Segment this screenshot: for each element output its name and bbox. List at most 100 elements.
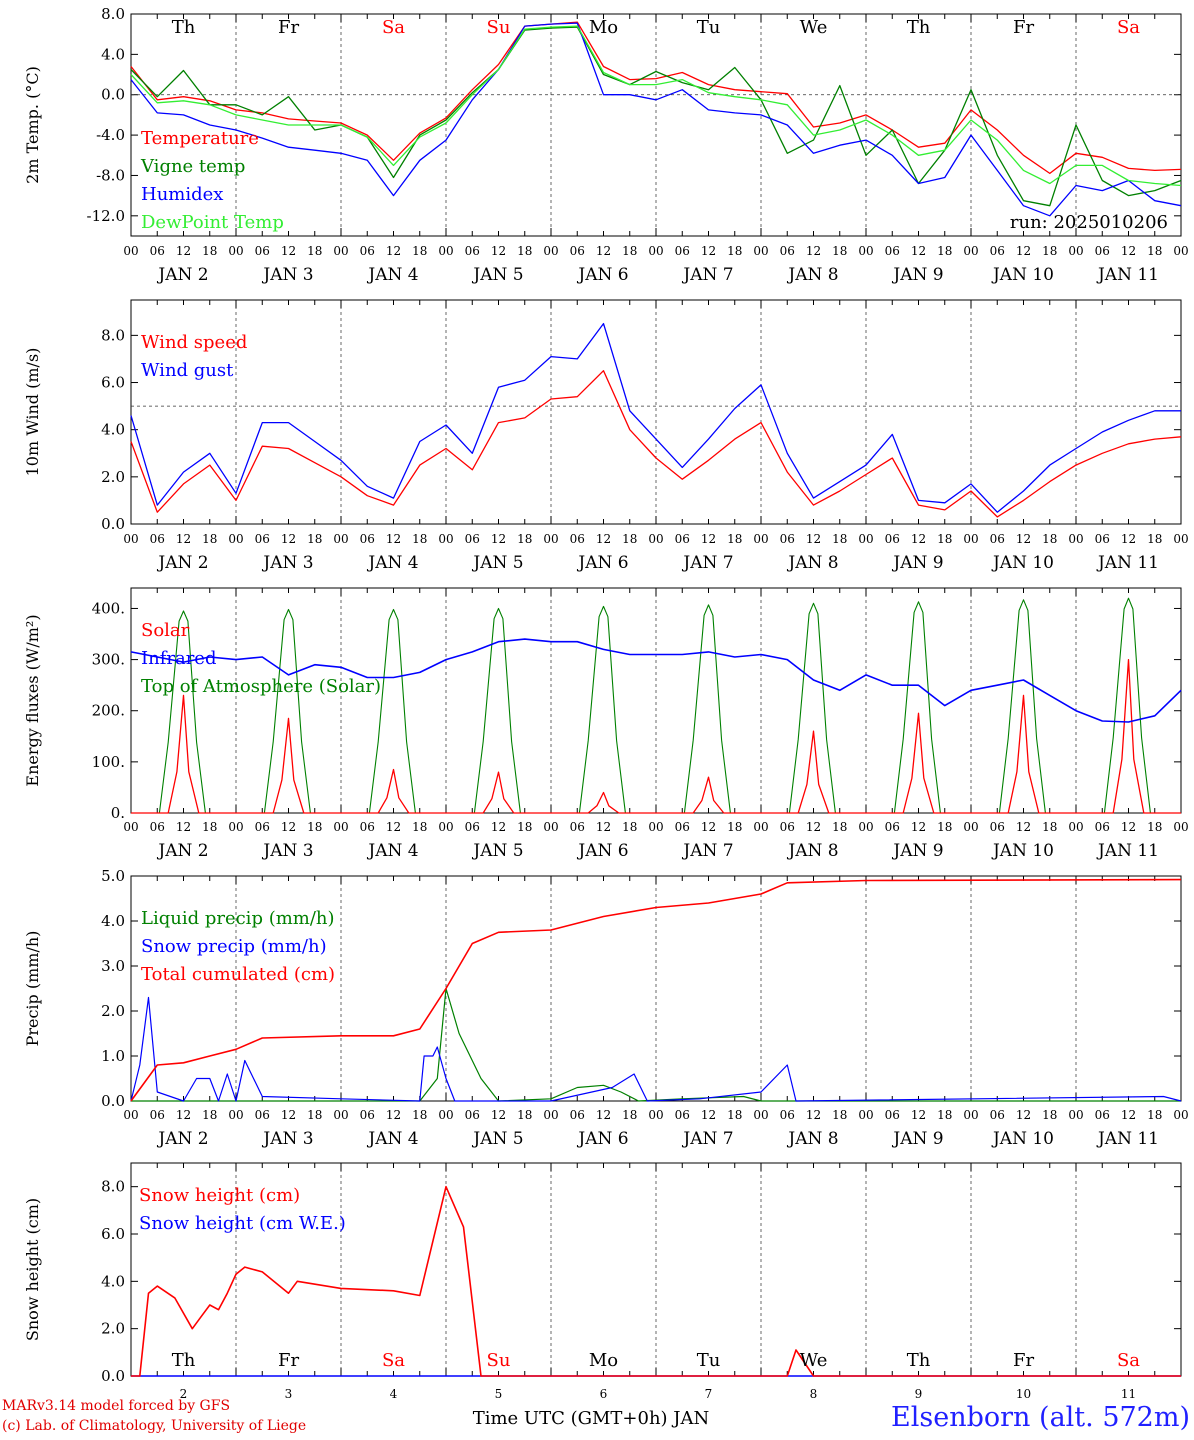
- hour-tick-label: 12: [806, 244, 821, 258]
- y-tick-label: -12.0: [87, 207, 125, 225]
- legend-entry: Snow height (cm W.E.): [139, 1213, 346, 1234]
- hour-tick-label: 00: [1068, 1108, 1083, 1122]
- solar-line: [1076, 658, 1181, 814]
- hour-tick-label: 18: [1147, 1108, 1162, 1122]
- hour-tick-label: 12: [491, 1108, 506, 1122]
- date-label: JAN 9: [891, 841, 943, 861]
- x-axis-label: Time UTC (GMT+0h) JAN: [473, 1408, 710, 1429]
- solar-line: [446, 771, 551, 814]
- hour-tick-label: 12: [911, 1108, 926, 1122]
- date-label: JAN 3: [261, 1129, 313, 1149]
- hour-tick-label: 00: [1068, 244, 1083, 258]
- day-number-label: 11: [1121, 1387, 1136, 1401]
- series-line: [130, 322, 1181, 513]
- date-label: JAN 6: [576, 841, 628, 861]
- hour-tick-label: 12: [911, 244, 926, 258]
- hour-tick-label: 00: [123, 820, 138, 834]
- date-label: JAN 6: [576, 1129, 628, 1149]
- hour-tick-label: 06: [150, 532, 165, 546]
- hour-tick-label: 00: [753, 1108, 768, 1122]
- hour-tick-label: 18: [1147, 820, 1162, 834]
- day-name-label: Tu: [697, 17, 721, 38]
- hour-tick-label: 00: [1173, 1108, 1188, 1122]
- hour-tick-label: 00: [228, 244, 243, 258]
- day-number-label: 5: [495, 1387, 503, 1401]
- hour-tick-label: 18: [832, 244, 847, 258]
- hour-tick-label: 06: [990, 820, 1005, 834]
- hour-tick-label: 00: [228, 532, 243, 546]
- y-axis-label: Precip (mm/h): [23, 931, 42, 1047]
- hour-tick-label: 12: [491, 532, 506, 546]
- hour-tick-label: 18: [1042, 532, 1057, 546]
- series-line: [130, 26, 1182, 207]
- date-label: JAN 9: [891, 1129, 943, 1149]
- y-tick-label: 8.0: [101, 326, 125, 344]
- y-tick-label: 4.0: [101, 45, 125, 63]
- series-line: [130, 21, 1182, 175]
- hour-tick-label: 18: [202, 820, 217, 834]
- y-tick-label: -4.0: [96, 126, 125, 144]
- hour-tick-label: 18: [307, 244, 322, 258]
- hour-tick-label: 00: [228, 1108, 243, 1122]
- hour-tick-label: 18: [622, 244, 637, 258]
- y-axis-label: Energy fluxes (W/m²): [23, 614, 42, 786]
- y-tick-label: 4.0: [101, 421, 125, 439]
- toa-solar-line: [971, 599, 1076, 814]
- hour-tick-label: 06: [360, 820, 375, 834]
- hour-tick-label: 12: [176, 1108, 191, 1122]
- day-name-label: Sa: [382, 17, 405, 38]
- date-label: JAN 11: [1096, 1129, 1159, 1149]
- hour-tick-label: 18: [517, 1108, 532, 1122]
- toa-solar-line: [656, 604, 761, 814]
- legend-entry: Solar: [141, 620, 190, 641]
- hour-tick-label: 00: [438, 244, 453, 258]
- y-tick-label: 6.0: [101, 1225, 125, 1243]
- date-label: JAN 8: [786, 265, 838, 285]
- solar-line: [866, 712, 971, 814]
- y-tick-label: 0.0: [101, 1367, 125, 1385]
- hour-tick-label: 12: [281, 1108, 296, 1122]
- hour-tick-label: 06: [255, 532, 270, 546]
- toa-solar-line: [866, 601, 971, 814]
- y-axis-label: 2m Temp. (°C): [23, 66, 42, 184]
- day-number-label: 2: [180, 1387, 188, 1401]
- hour-tick-label: 06: [255, 1108, 270, 1122]
- solar-line: [341, 768, 446, 814]
- hour-tick-label: 18: [412, 532, 427, 546]
- hour-tick-label: 18: [1042, 820, 1057, 834]
- hour-tick-label: 06: [780, 820, 795, 834]
- series-line: [130, 22, 1182, 217]
- hour-tick-label: 12: [281, 532, 296, 546]
- hour-tick-label: 12: [596, 1108, 611, 1122]
- day-number-label: 8: [810, 1387, 818, 1401]
- hour-tick-label: 00: [123, 244, 138, 258]
- y-tick-label: 400.: [92, 599, 125, 617]
- y-tick-label: 4.0: [101, 912, 125, 930]
- hour-tick-label: 12: [491, 820, 506, 834]
- hour-tick-label: 18: [727, 532, 742, 546]
- legend-entry: Top of Atmosphere (Solar): [141, 676, 381, 697]
- hour-tick-label: 06: [465, 1108, 480, 1122]
- day-name-label: Th: [172, 17, 196, 38]
- hour-tick-label: 06: [990, 1108, 1005, 1122]
- hour-tick-label: 12: [911, 820, 926, 834]
- y-tick-label: 4.0: [101, 1272, 125, 1290]
- hour-tick-label: 00: [648, 532, 663, 546]
- day-name-label: Su: [487, 1350, 511, 1371]
- hour-tick-label: 18: [1147, 244, 1162, 258]
- toa-solar-line: [1076, 597, 1181, 814]
- series-line: [130, 996, 1182, 1102]
- date-label: JAN 10: [991, 553, 1054, 573]
- hour-tick-label: 18: [727, 244, 742, 258]
- legend-entry: DewPoint Temp: [141, 212, 284, 233]
- y-tick-label: 100.: [92, 753, 125, 771]
- legend-entry: Humidex: [141, 184, 223, 205]
- hour-tick-label: 06: [150, 1108, 165, 1122]
- day-name-label: Tu: [697, 1350, 721, 1371]
- toa-solar-line: [131, 610, 236, 814]
- hour-tick-label: 18: [937, 244, 952, 258]
- date-label: JAN 4: [366, 841, 418, 861]
- y-tick-label: 0.0: [101, 1092, 125, 1110]
- date-label: JAN 8: [786, 841, 838, 861]
- hour-tick-label: 18: [727, 1108, 742, 1122]
